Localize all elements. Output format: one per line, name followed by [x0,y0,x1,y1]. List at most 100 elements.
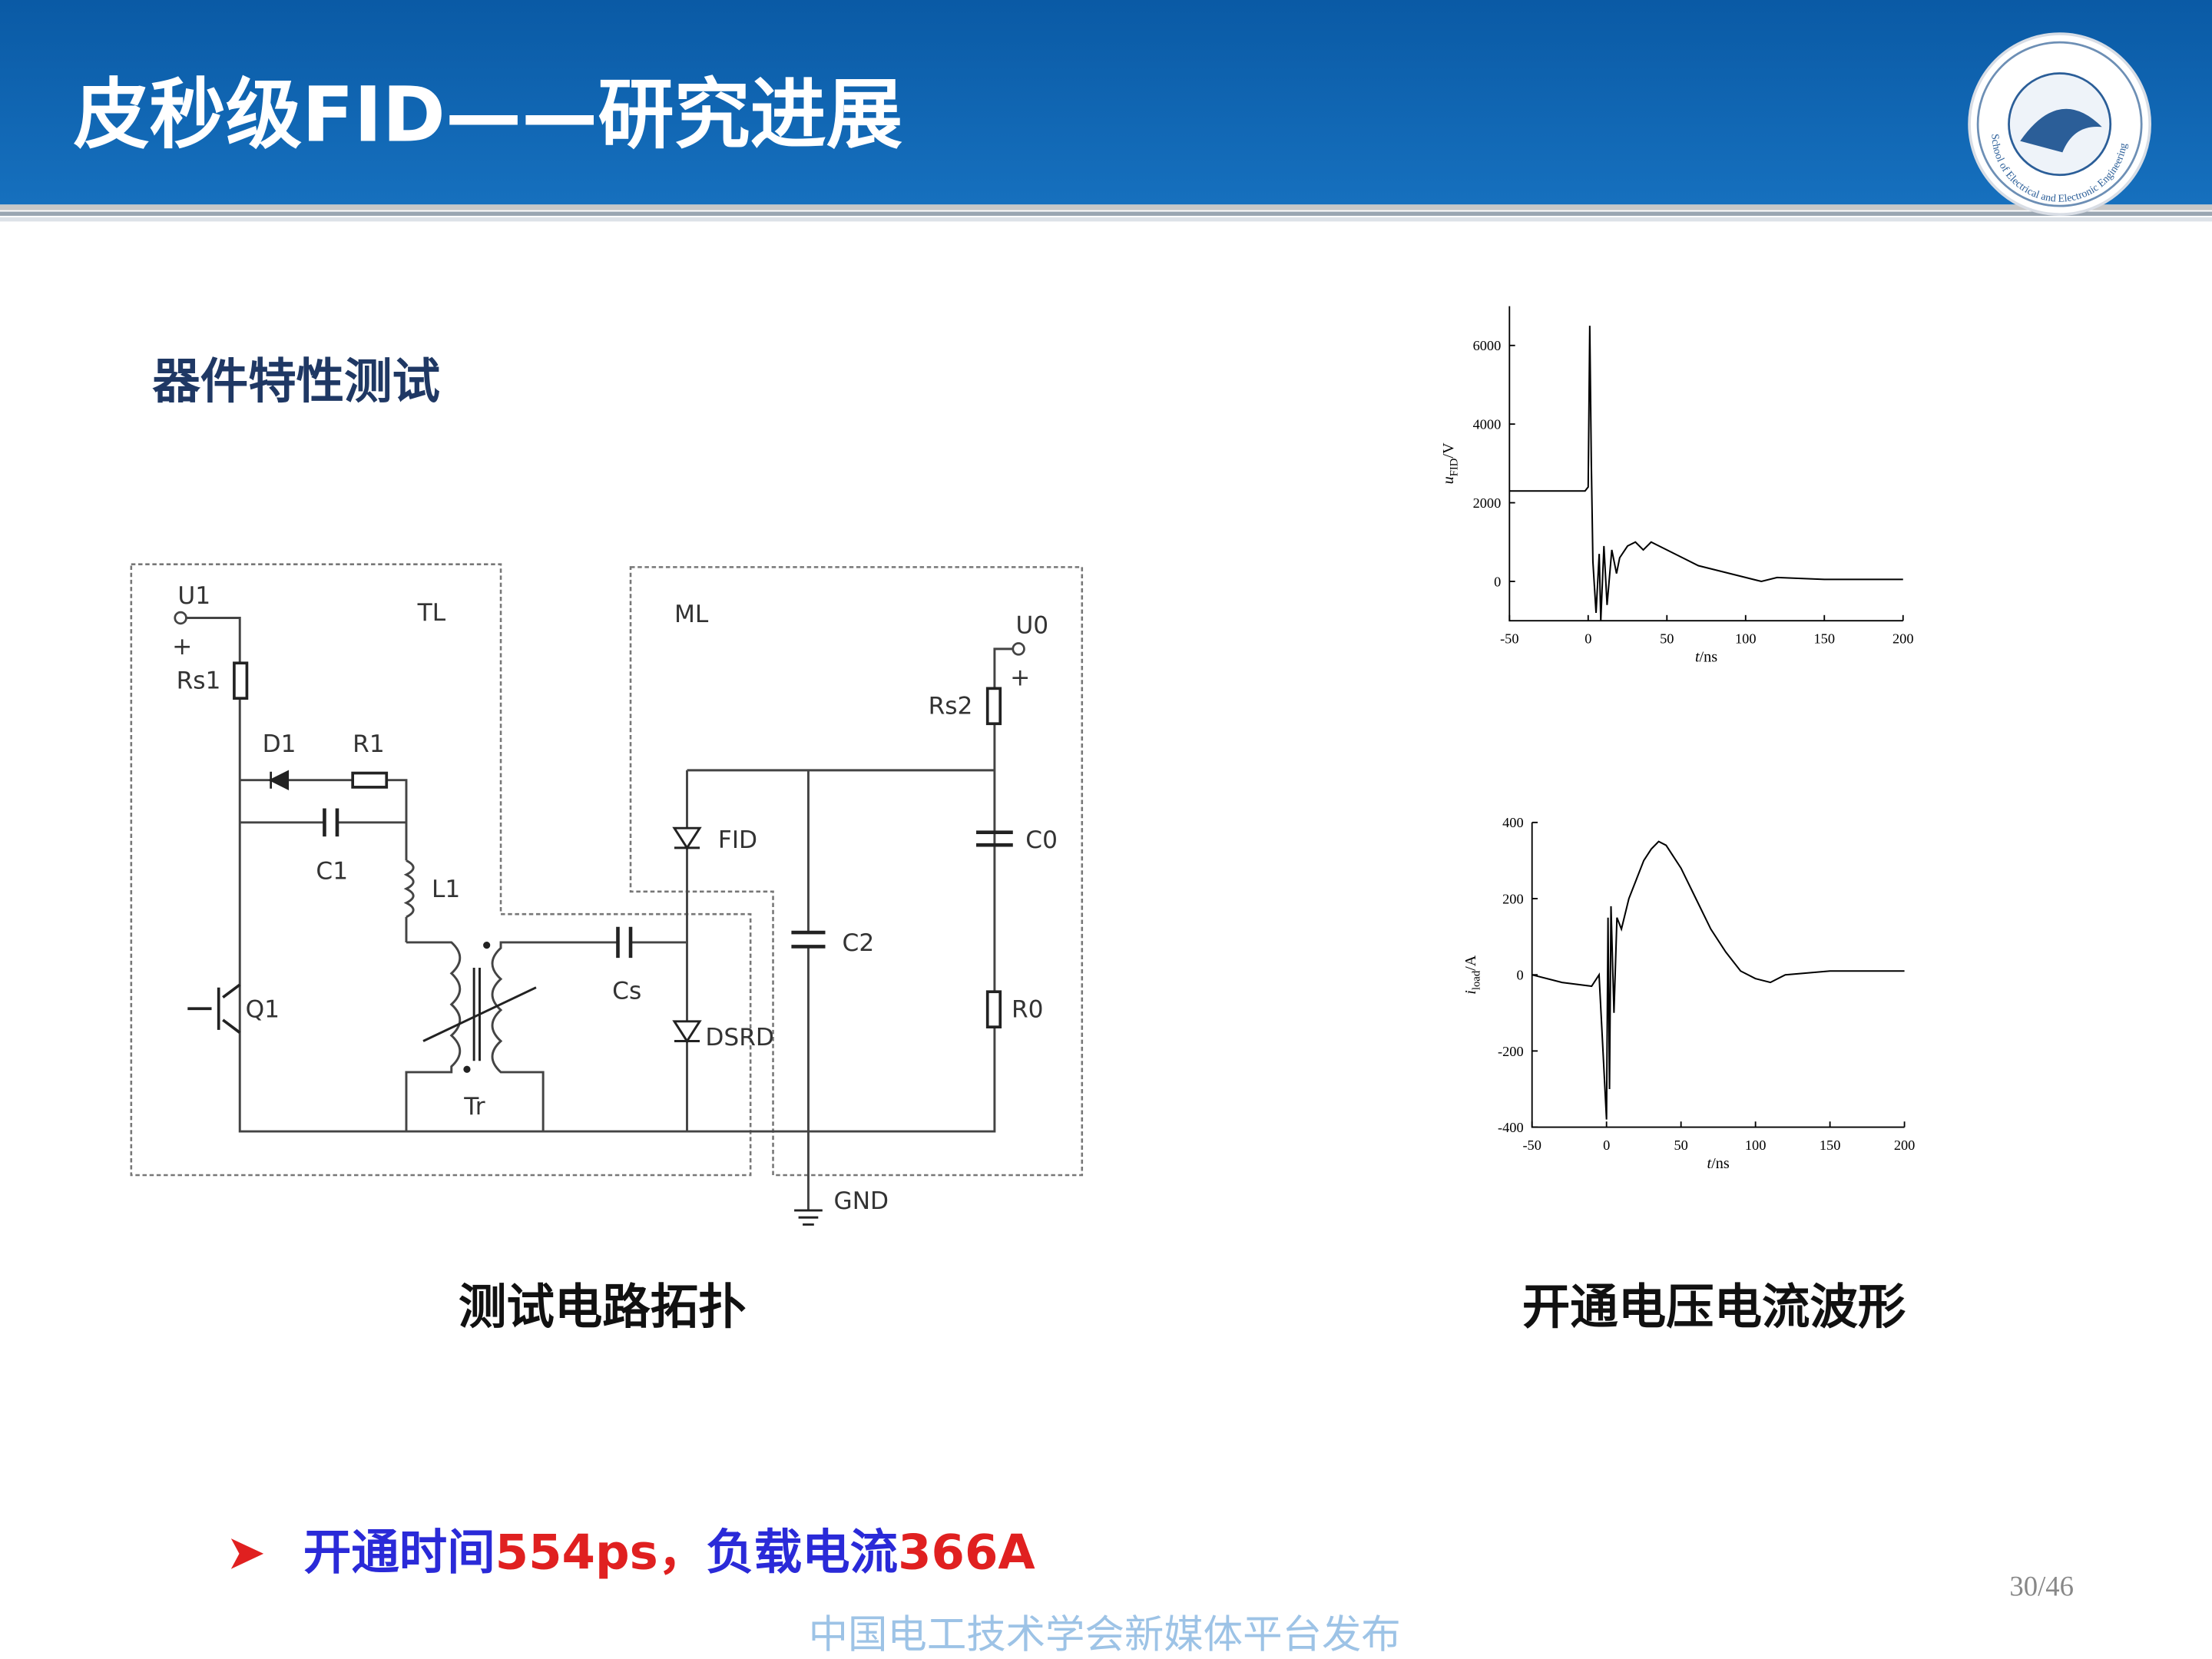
circuit-label: Rs2 [929,692,973,720]
circuit-label: C2 [843,929,875,957]
header-stripe [0,217,2212,222]
header-band [0,0,2212,205]
x-tick-label: 150 [1813,631,1835,647]
bullet-part: 开通时间 [303,1524,495,1580]
waveform-line [1509,326,1903,621]
circuit-label: DSRD [705,1024,774,1051]
x-axis-label: t/ns [1707,1155,1730,1172]
circuit-label: + [1010,664,1030,692]
y-axis-label-unit: /V [1440,442,1457,459]
axis [1531,822,1905,1128]
y-axis-label-var: u [1440,476,1457,484]
x-tick-label: 50 [1660,631,1674,647]
circuit-label: D1 [263,730,296,758]
bullet-part: 554ps， [495,1524,707,1580]
dot [483,942,491,949]
capacitor [616,926,633,959]
caption: 开通电压电流波形 [1522,1279,1906,1335]
wire [686,769,995,1210]
circuit-label: Rs1 [177,667,221,694]
y-axis-label-sub: load [1471,970,1483,990]
resistor [985,990,1002,1028]
resistor [351,771,389,789]
slide-title: 皮秒级FID——研究进展 [74,71,903,160]
x-tick-label: 0 [1584,631,1591,647]
bullet-part: 负载电流 [706,1524,898,1580]
header-stripe [0,211,2212,217]
circuit-label: TL [417,599,446,627]
x-tick-label: 0 [1603,1137,1610,1153]
waveform-line [1532,840,1905,1120]
y-tick-label: 6000 [1473,338,1502,353]
caption: 测试电路拓扑 [459,1279,747,1335]
x-tick-label: 50 [1674,1137,1687,1153]
page-number: 30/46 [2009,1570,2074,1601]
x-tick-label: -50 [1500,631,1518,647]
x-axis-label-var: t [1707,1155,1713,1172]
circuit-label: Tr [463,1093,485,1121]
y-tick-label: 0 [1494,574,1501,589]
circuit-label: C1 [316,857,348,885]
circuit-label: Cs [612,977,641,1005]
y-tick-label: 400 [1502,815,1524,830]
terminal [1012,642,1025,656]
transistor [187,983,241,1034]
resistor [985,687,1002,726]
x-tick-label: 200 [1892,631,1914,647]
wire [186,617,1013,1133]
inductor [403,859,415,919]
circuit-label: FID [718,826,757,854]
ground [794,1209,823,1226]
y-axis-label-sub: FID [1448,458,1460,476]
y-axis-label-unit: /A [1462,955,1479,971]
wire [240,779,408,942]
circuit-label: U0 [1015,612,1048,640]
y-tick-label: -400 [1498,1120,1524,1135]
bullet-text: 开通时间554ps，负载电流366A [303,1524,1036,1580]
circuit-label: U1 [177,582,210,610]
terminal [174,611,187,625]
x-axis-label: t/ns [1695,648,1717,665]
circuit-label: C0 [1025,826,1058,854]
diode [268,770,290,790]
circuit-label: R0 [1012,995,1044,1023]
axis [1508,306,1903,622]
x-tick-label: 150 [1820,1137,1841,1153]
circuit-label: L1 [432,876,460,903]
footer: 中国电工技术学会新媒体平台发布 [809,1611,1401,1657]
x-tick-label: 200 [1894,1137,1916,1153]
x-axis-label-unit: /ns [1700,648,1718,665]
bullet-part: 366A [898,1524,1035,1580]
x-tick-label: 100 [1735,631,1757,647]
dot [463,1065,471,1073]
bullet-marker: ➤ [226,1524,266,1580]
y-axis-label: iload/A [1462,955,1483,995]
x-axis-label-unit: /ns [1711,1155,1730,1172]
circuit-label: + [172,633,192,661]
y-tick-label: 0 [1516,968,1523,983]
x-axis-label-var: t [1695,648,1700,665]
header-stripe [0,204,2212,210]
circuit-label: GND [834,1187,889,1215]
y-axis-label: uFID/V [1440,442,1461,484]
subtitle: 器件特性测试 [152,353,440,409]
circuit [130,563,1084,1226]
circuit-label: R1 [353,730,385,758]
resistor [233,661,249,700]
circuit-label: Q1 [246,995,280,1023]
x-tick-label: -50 [1522,1137,1541,1153]
y-tick-label: 200 [1502,891,1524,906]
transformer-core [422,968,537,1061]
diode [672,1020,702,1044]
logo: School of Electrical and Electronic Engi… [1968,32,2152,217]
diode [672,826,702,850]
transformer [405,941,687,1132]
ml-box [629,566,1084,1177]
y-tick-label: 4000 [1473,417,1502,432]
y-tick-label: -200 [1498,1044,1524,1059]
circuit-label: ML [674,601,709,628]
y-axis-label-var: i [1462,990,1479,995]
x-tick-label: 100 [1745,1137,1767,1153]
